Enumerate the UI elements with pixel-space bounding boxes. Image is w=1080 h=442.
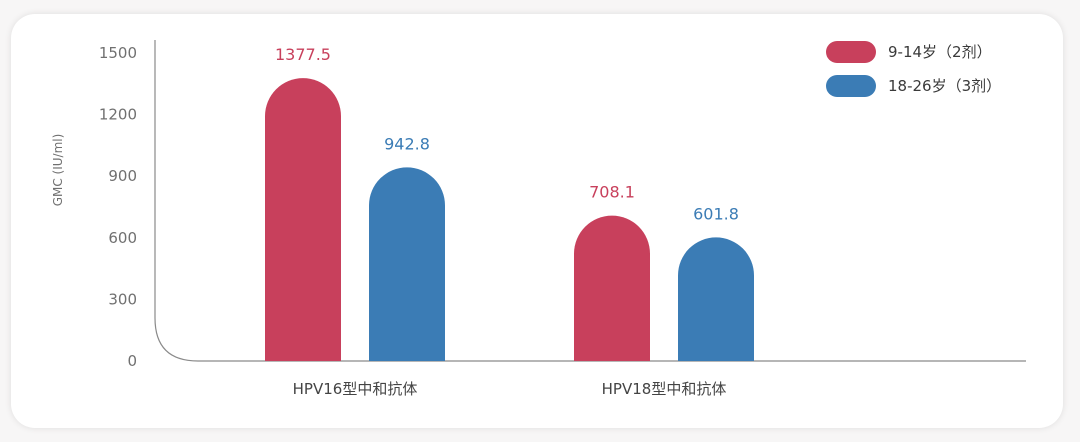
legend: 9-14岁（2剂） 18-26岁（3剂）	[826, 41, 1001, 97]
bar	[369, 167, 445, 361]
category-label: HPV18型中和抗体	[602, 380, 727, 398]
legend-swatch	[826, 75, 876, 97]
y-tick-label: 300	[108, 290, 137, 308]
legend-swatch	[826, 41, 876, 63]
y-tick-label: 1200	[99, 106, 137, 124]
legend-label: 18-26岁（3剂）	[888, 77, 1001, 95]
category-label: HPV16型中和抗体	[293, 380, 418, 398]
axis-line	[154, 40, 1026, 362]
bar	[574, 215, 650, 361]
bar-value-label: 601.8	[693, 204, 739, 223]
y-tick-label: 900	[108, 167, 137, 185]
bar	[678, 237, 754, 361]
y-tick-label: 0	[127, 352, 137, 370]
axes	[154, 40, 1026, 362]
bar-value-label: 708.1	[589, 183, 635, 202]
y-ticks: 0 300 600 900 1200 1500	[99, 44, 137, 370]
y-tick-label: 1500	[99, 44, 137, 62]
legend-label: 9-14岁（2剂）	[888, 43, 992, 61]
bar-value-label: 942.8	[384, 134, 430, 153]
bar	[265, 78, 341, 361]
chart-card	[11, 14, 1063, 428]
y-axis-label: GMC (IU/ml)	[51, 134, 65, 207]
y-tick-label: 600	[108, 229, 137, 247]
category-labels: HPV16型中和抗体 HPV18型中和抗体	[293, 380, 727, 398]
bars: 1377.5 942.8 708.1 601.8	[265, 45, 754, 361]
bar-value-label: 1377.5	[275, 45, 331, 64]
